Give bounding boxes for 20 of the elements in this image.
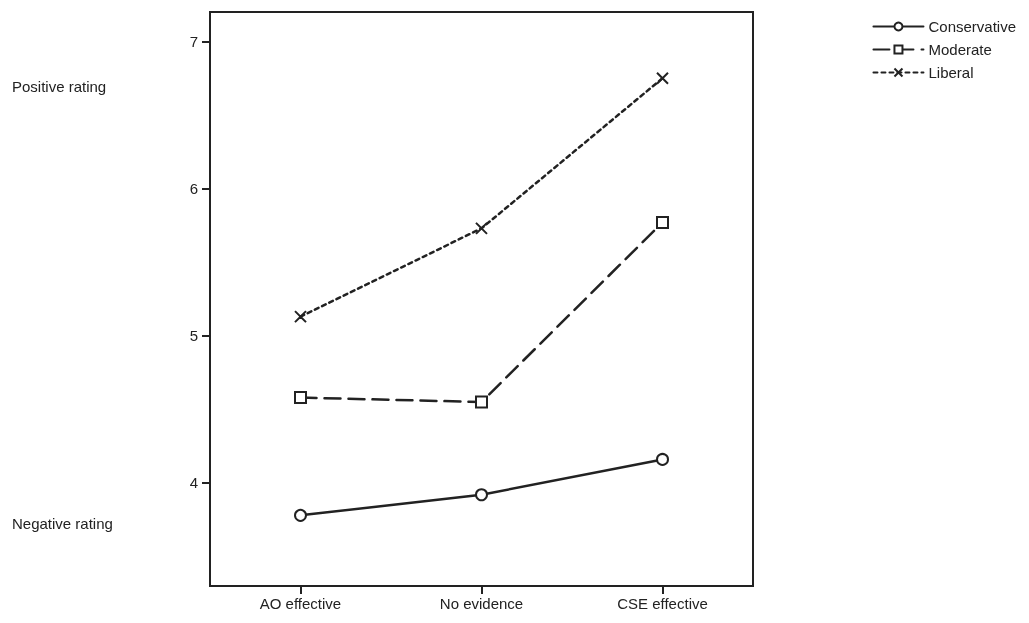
y-tick-label: 6 xyxy=(189,180,198,198)
text: Negative rating xyxy=(12,515,113,532)
y-tick-label: 7 xyxy=(189,32,198,50)
point xyxy=(294,310,307,324)
point xyxy=(475,488,488,502)
x-tick-label: AO effective xyxy=(259,595,342,612)
text: Positive rating xyxy=(12,78,107,95)
point xyxy=(656,71,669,85)
y-tick-label: 5 xyxy=(189,327,198,345)
legend-label: Liberal xyxy=(928,64,974,81)
point xyxy=(294,508,307,522)
x-tick-label: No evidence xyxy=(439,595,524,612)
point xyxy=(656,215,669,229)
y-tick-label: 4 xyxy=(189,474,198,492)
point xyxy=(656,452,669,466)
point xyxy=(294,391,307,405)
point xyxy=(475,395,488,409)
x-tick-label: CSE effective xyxy=(617,595,708,612)
legend-label: Moderate xyxy=(928,41,992,58)
legend-label: Conservative xyxy=(928,18,1017,35)
